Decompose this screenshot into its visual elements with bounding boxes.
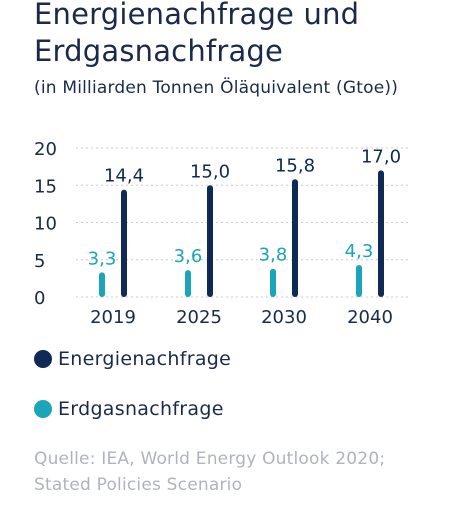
energie-bar — [292, 179, 298, 297]
legend: Energienachfrage Erdgasnachfrage — [34, 348, 231, 448]
legend-item-energie: Energienachfrage — [34, 348, 231, 370]
x-axis-ticks: 2019 2025 2030 2040 — [90, 307, 393, 328]
legend-dot-energie-icon — [34, 350, 52, 368]
y-tick-label: 10 — [34, 214, 57, 235]
energie-value-label: 15,0 — [190, 161, 230, 182]
legend-label-energie: Energienachfrage — [58, 348, 232, 370]
erdgas-value-label: 3,3 — [88, 248, 117, 269]
x-tick-label: 2030 — [261, 307, 307, 328]
erdgas-bar — [99, 272, 105, 297]
energie-value-label: 14,4 — [104, 166, 144, 187]
y-tick-label: 0 — [34, 288, 45, 309]
energie-bar — [378, 170, 384, 297]
title-line-1: Energienachfrage und — [34, 0, 360, 31]
erdgas-value-label: 3,6 — [174, 246, 203, 267]
title-line-2: Erdgasnachfrage — [34, 34, 284, 68]
bars: 3,3 3,6 3,8 4,3 14,4 15,0 15,8 17,0 — [88, 146, 401, 297]
x-tick-label: 2025 — [176, 307, 222, 328]
legend-label-erdgas: Erdgasnachfrage — [58, 398, 224, 420]
source-line-1: Quelle: IEA, World Energy Outlook 2020; — [34, 449, 386, 469]
erdgas-value-label: 3,8 — [259, 245, 288, 266]
legend-dot-erdgas-icon — [34, 400, 52, 418]
legend-item-erdgas: Erdgasnachfrage — [34, 398, 231, 420]
gridlines — [76, 147, 408, 298]
bar-chart: 0 5 10 15 20 3,3 3,6 3,8 4,3 14,4 15,0 15,8 17,0 20… — [34, 139, 408, 328]
chart-subtitle: (in Milliarden Tonnen Öläquivalent (Gtoe… — [34, 78, 399, 98]
x-tick-label: 2019 — [90, 307, 136, 328]
erdgas-bar — [270, 268, 276, 297]
chart-title: Energienachfrage und Erdgasnachfrage — [34, 0, 359, 70]
y-tick-label: 5 — [34, 251, 45, 272]
y-tick-label: 20 — [34, 139, 57, 160]
erdgas-bar — [356, 264, 362, 297]
y-axis-ticks: 0 5 10 15 20 — [34, 139, 57, 309]
source-line-2: Stated Policies Scenario — [34, 475, 243, 495]
x-tick-label: 2040 — [347, 307, 393, 328]
energie-bar — [121, 189, 127, 297]
erdgas-value-label: 4,3 — [345, 241, 374, 262]
energie-bar — [207, 185, 213, 297]
source-note: Quelle: IEA, World Energy Outlook 2020; … — [34, 446, 385, 498]
energie-value-label: 15,8 — [275, 155, 315, 176]
energie-value-label: 17,0 — [361, 146, 401, 167]
erdgas-bar — [185, 270, 191, 297]
y-tick-label: 15 — [34, 176, 57, 197]
